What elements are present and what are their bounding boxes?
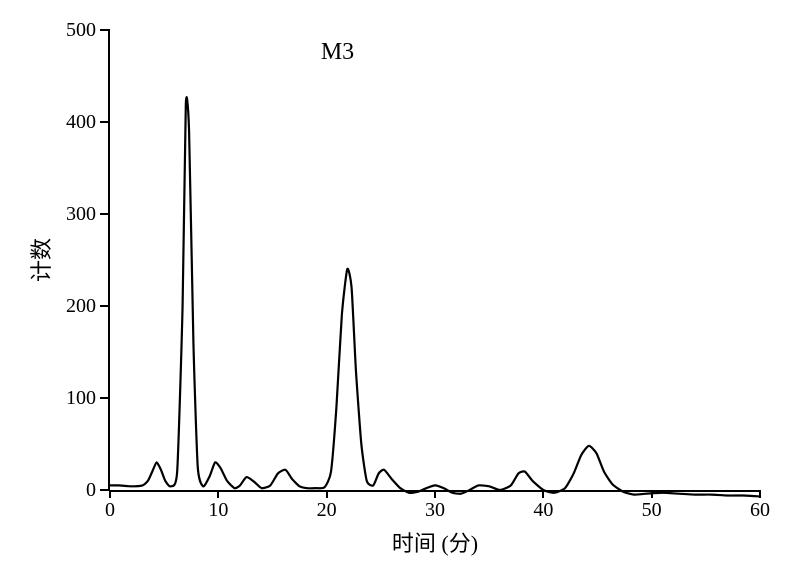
y-tick [100, 397, 108, 399]
figure: 0 10 20 30 40 50 60 0 100 200 300 400 500 时间 (分) 计数… [0, 0, 800, 581]
x-tick [109, 490, 111, 498]
x-tick [434, 490, 436, 498]
x-tick [326, 490, 328, 498]
x-tick-label: 20 [317, 500, 337, 520]
x-tick-label: 0 [105, 500, 115, 520]
y-axis [108, 29, 110, 491]
x-tick-label: 40 [533, 500, 553, 520]
y-tick [100, 489, 108, 491]
y-tick-label: 500 [66, 20, 96, 40]
y-tick-label: 100 [66, 388, 96, 408]
x-tick-label: 50 [642, 500, 662, 520]
series-path [110, 97, 760, 496]
y-tick-label: 200 [66, 296, 96, 316]
y-tick-label: 300 [66, 204, 96, 224]
x-tick [651, 490, 653, 498]
x-tick-label: 60 [750, 500, 770, 520]
y-axis-title: 计数 [24, 238, 56, 282]
y-tick [100, 121, 108, 123]
plot-area [110, 30, 760, 490]
y-tick [100, 29, 108, 31]
x-tick-label: 10 [208, 500, 228, 520]
x-tick [542, 490, 544, 498]
x-axis-title: 时间 (分) [392, 526, 478, 558]
y-tick [100, 305, 108, 307]
series-label: M3 [321, 39, 354, 66]
y-tick-label: 0 [86, 480, 96, 500]
y-tick-label: 400 [66, 112, 96, 132]
x-tick-label: 30 [425, 500, 445, 520]
chromatogram-line [110, 30, 760, 490]
x-tick [217, 490, 219, 498]
x-tick [759, 490, 761, 498]
y-tick [100, 213, 108, 215]
